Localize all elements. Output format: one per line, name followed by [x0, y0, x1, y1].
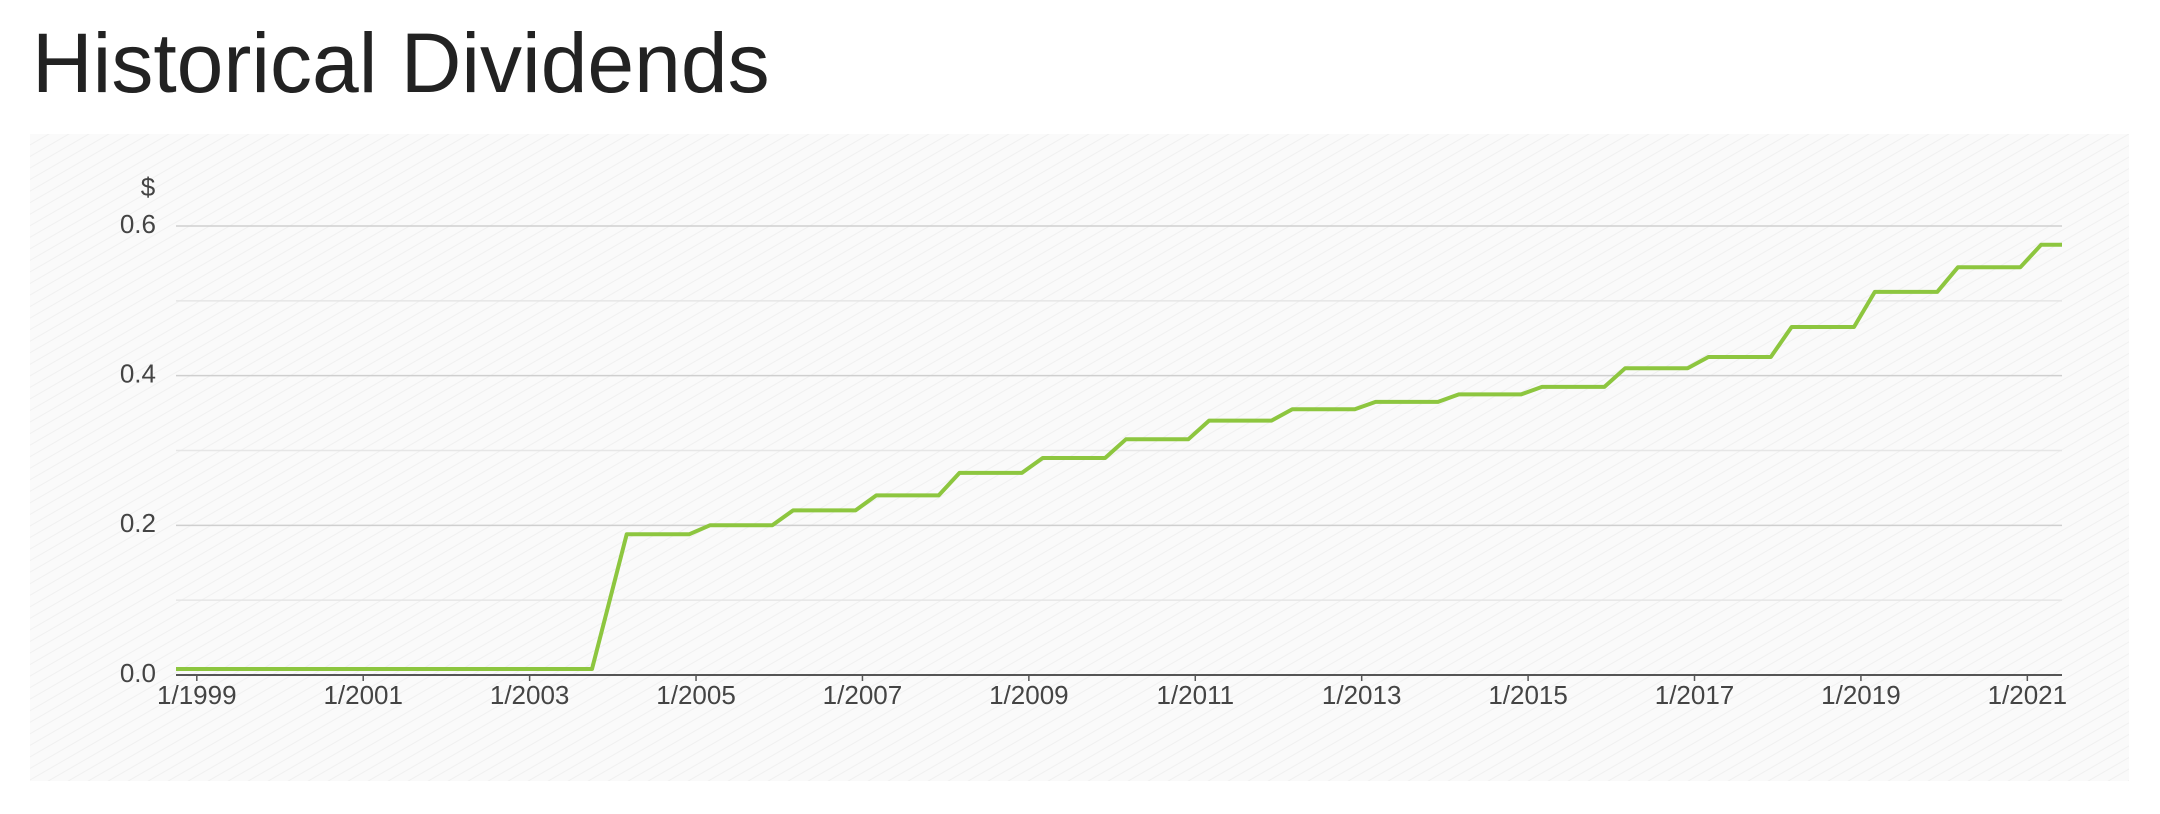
x-tick-label: 1/2017: [1655, 680, 1735, 710]
x-tick-label: 1/2005: [656, 680, 736, 710]
x-tick-label: 1/2007: [823, 680, 903, 710]
y-tick-label: 0.6: [120, 209, 156, 239]
x-tick-label: 1/2019: [1821, 680, 1901, 710]
chart-title: Historical Dividends: [32, 16, 770, 110]
x-tick-label: 1/2021: [1988, 680, 2068, 710]
y-tick-label: 0.2: [120, 508, 156, 538]
x-tick-label: 1/2013: [1322, 680, 1402, 710]
y-axis-label: $: [141, 172, 156, 202]
x-tick-label: 1/2015: [1488, 680, 1568, 710]
data-line: [176, 242, 2062, 671]
y-tick-label: 0.4: [120, 359, 156, 389]
x-tick-label: 1/2001: [323, 680, 403, 710]
y-tick-label: 0.0: [120, 658, 156, 688]
x-tick-label: 1/2009: [989, 680, 1069, 710]
x-tick-label: 1/1999: [157, 680, 237, 710]
x-tick-label: 1/2003: [490, 680, 570, 710]
x-tick-label: 1/2011: [1156, 680, 1234, 710]
